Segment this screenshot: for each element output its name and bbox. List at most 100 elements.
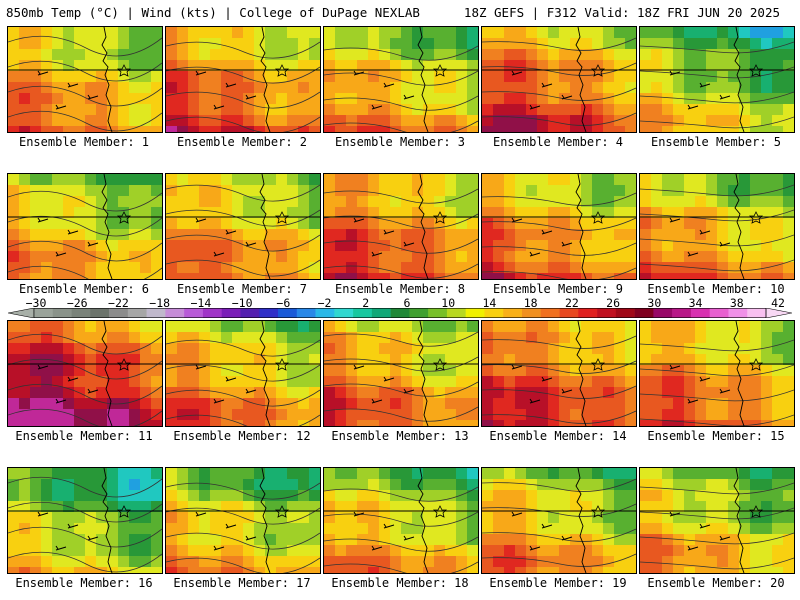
coastline — [259, 174, 271, 279]
wind-barb-icon — [67, 82, 79, 88]
height-contour — [8, 333, 162, 355]
coastline — [733, 468, 745, 573]
colorbar-swatch — [390, 308, 410, 318]
wind-barb-icon — [699, 229, 711, 235]
colorbar-tick-label: −30 — [25, 296, 47, 310]
height-contour — [640, 389, 794, 402]
colorbar-swatch — [522, 308, 542, 318]
height-contour — [640, 234, 794, 247]
height-contour — [324, 406, 478, 422]
colorbar-tick-label: −18 — [149, 296, 171, 310]
height-contour — [8, 190, 162, 212]
wind-barb-icon — [669, 217, 681, 223]
wind-barb-icon — [403, 535, 415, 541]
colorbar-swatch — [34, 308, 54, 318]
height-contour — [482, 217, 636, 231]
coastline — [417, 27, 429, 132]
temperature-field — [640, 174, 794, 279]
wind-barb-icon — [403, 94, 415, 100]
wind-barb-icon — [245, 241, 257, 247]
ensemble-member-label: Ensemble Member: 2 — [176, 135, 308, 149]
height-contour — [324, 120, 478, 132]
wind-barb-icon — [561, 388, 573, 394]
ensemble-member-label: Ensemble Member: 1 — [18, 135, 150, 149]
coastline — [101, 27, 113, 132]
ensemble-member-map — [165, 320, 321, 427]
coastline — [575, 468, 587, 573]
ensemble-member-label: Ensemble Member: 13 — [331, 429, 469, 443]
colorbar-swatch — [71, 308, 91, 318]
wind-barb-icon — [213, 251, 225, 257]
colorbar-max-arrow — [765, 308, 792, 318]
colorbar-swatch — [315, 308, 335, 318]
height-contour — [640, 41, 794, 54]
ensemble-member-map — [639, 467, 795, 574]
wind-barb-icon — [67, 523, 79, 529]
colorbar-swatch — [690, 308, 710, 318]
height-contour — [482, 37, 636, 51]
colorbar-swatch — [259, 308, 279, 318]
colorbar-tick-label: −26 — [66, 296, 88, 310]
colorbar-tick-label: 6 — [403, 296, 411, 310]
ensemble-member-label: Ensemble Member: 3 — [334, 135, 466, 149]
wind-barb-icon — [561, 535, 573, 541]
colorbar-tick-label: 10 — [441, 296, 456, 310]
wind-barb-icon — [245, 94, 257, 100]
wind-barb-icon — [87, 388, 99, 394]
city-marker-icon — [275, 64, 289, 77]
ensemble-member-label: Ensemble Member: 7 — [176, 282, 308, 296]
colorbar-swatch — [465, 308, 485, 318]
model-run-info: 18Z GEFS | F312 Valid: 18Z FRI JUN 20 20… — [463, 5, 780, 20]
wind-barb-icon — [511, 70, 523, 76]
ensemble-member-map — [7, 26, 163, 133]
height-contour — [640, 507, 794, 520]
coastline — [101, 321, 113, 426]
ensemble-member-map — [639, 173, 795, 280]
city-marker-icon — [591, 64, 605, 77]
wind-barb-icon — [699, 82, 711, 88]
height-contour — [166, 507, 320, 525]
height-contour — [324, 381, 478, 397]
temperature-field — [324, 174, 478, 279]
wind-barb-icon — [529, 251, 541, 257]
temperature-field — [640, 321, 794, 426]
ensemble-member-label: Ensemble Member: 12 — [173, 429, 311, 443]
ensemble-member-label: Ensemble Member: 9 — [492, 282, 624, 296]
ensemble-member-label: Ensemble Member: 17 — [173, 576, 311, 590]
height-contour — [482, 242, 636, 256]
city-marker-icon — [591, 505, 605, 518]
wind-barb-icon — [541, 376, 553, 382]
wind-barb-icon — [55, 398, 67, 404]
colorbar-swatch — [709, 308, 729, 318]
height-contour — [8, 60, 162, 82]
wind-barb-icon — [561, 241, 573, 247]
ensemble-member-map — [7, 320, 163, 427]
wind-barb-icon — [529, 398, 541, 404]
city-marker-icon — [275, 358, 289, 371]
ensemble-member-label: Ensemble Member: 5 — [650, 135, 782, 149]
coastline — [575, 174, 587, 279]
wind-barb-icon — [511, 217, 523, 223]
wind-barb-icon — [371, 398, 383, 404]
colorbar-swatch — [484, 308, 504, 318]
wind-barb-icon — [541, 229, 553, 235]
wind-barb-icon — [699, 376, 711, 382]
colorbar-swatch — [540, 308, 560, 318]
colorbar-tick-label: 26 — [606, 296, 621, 310]
wind-barb-icon — [37, 511, 49, 517]
colorbar-swatch — [109, 308, 129, 318]
colorbar-swatch — [146, 308, 166, 318]
wind-barb-icon — [383, 229, 395, 235]
colorbar-swatch — [597, 308, 617, 318]
wind-barb-icon — [353, 70, 365, 76]
city-marker-icon — [433, 211, 447, 224]
colorbar-tick-label: −14 — [190, 296, 212, 310]
temperature-field — [166, 468, 320, 573]
coastline — [575, 27, 587, 132]
wind-barb-icon — [55, 251, 67, 257]
wind-barb-icon — [687, 545, 699, 551]
coastline — [575, 321, 587, 426]
height-contour — [324, 486, 478, 502]
height-contour — [166, 414, 320, 426]
wind-barb-icon — [245, 388, 257, 394]
